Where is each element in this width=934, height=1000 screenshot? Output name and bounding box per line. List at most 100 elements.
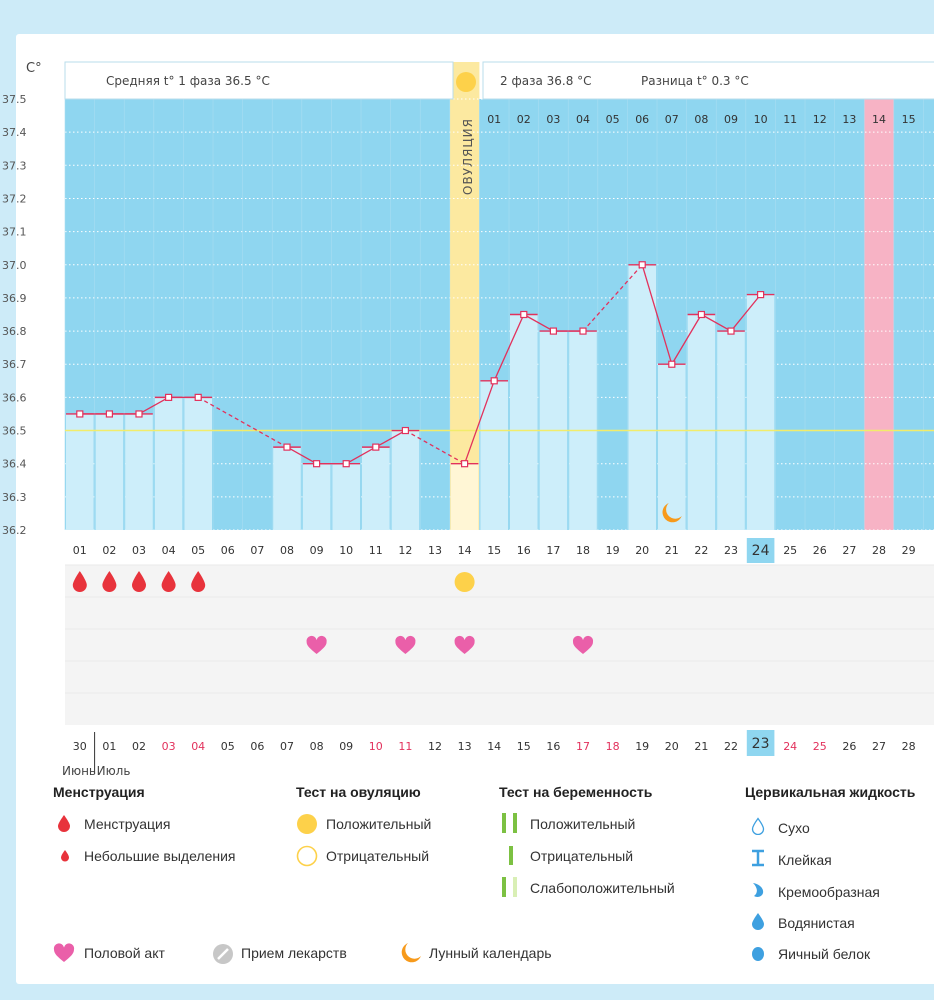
today-cycle-day-highlight <box>746 538 775 563</box>
legend-pregnancy-negative-label: Отрицательный <box>530 848 634 864</box>
cycle-day-label: 08 <box>280 544 294 557</box>
cycle-day-label: 13 <box>428 544 442 557</box>
temperature-point <box>135 410 143 418</box>
cycle-day-label: 24 <box>752 543 770 559</box>
post-ovulation-day-label: 10 <box>754 113 768 126</box>
temperature-bar <box>362 447 390 530</box>
post-ovulation-day-label: 11 <box>783 113 797 126</box>
date-label: 25 <box>813 740 827 753</box>
phase2-average: 2 фаза 36.8 °C <box>500 74 592 88</box>
cycle-day-label: 22 <box>694 544 708 557</box>
date-label: 08 <box>310 740 324 753</box>
date-label: 22 <box>724 740 738 753</box>
date-label: 05 <box>221 740 235 753</box>
legend-sticky-label: Клейкая <box>778 852 832 868</box>
legend-dry-label: Сухо <box>778 820 810 836</box>
y-tick-label: 37.5 <box>2 93 27 106</box>
date-label: 21 <box>694 740 708 753</box>
legend-egg-white-label: Яичный белок <box>778 946 871 962</box>
y-tick-label: 36.7 <box>2 358 27 371</box>
temperature-bar <box>450 463 479 530</box>
moon-icon <box>662 503 682 523</box>
phase-header-left <box>64 61 454 100</box>
cycle-day-label: 01 <box>73 544 87 557</box>
temperature-segment <box>523 313 554 332</box>
legend-medication-label: Прием лекарств <box>241 945 347 961</box>
temperature-segment <box>493 314 525 382</box>
temperature-point <box>668 360 676 368</box>
pill-icon <box>213 944 233 964</box>
cycle-day-label: 09 <box>310 544 324 557</box>
legend-pregnancy-positive-label: Положительный <box>530 816 636 832</box>
temperature-segment <box>671 314 702 365</box>
cycle-day-label: 21 <box>665 544 679 557</box>
temperature-bar <box>66 413 94 530</box>
cycle-day-label: 11 <box>369 544 383 557</box>
post-ovulation-day-label: 13 <box>842 113 856 126</box>
cycle-day-label: 14 <box>458 544 472 557</box>
cycle-day-label: 05 <box>191 544 205 557</box>
cycle-day-label: 18 <box>576 544 590 557</box>
legend-intercourse-label: Половой акт <box>84 945 165 961</box>
cycle-day-label: 12 <box>398 544 412 557</box>
phase-header-right <box>482 61 934 100</box>
positive-ovulation-test-icon <box>297 814 317 834</box>
heart-icon <box>454 635 475 654</box>
legend-ovulation-negative-label: Отрицательный <box>326 848 430 864</box>
post-ovulation-day-label: 05 <box>606 113 620 126</box>
menstruation-drop-icon <box>132 571 146 592</box>
heart-icon <box>53 943 75 962</box>
date-label: 04 <box>191 740 205 753</box>
cycle-day-label: 06 <box>221 544 235 557</box>
date-label: 15 <box>517 740 531 753</box>
temperature-point <box>76 410 84 418</box>
cycle-day-label: 25 <box>783 544 797 557</box>
post-ovulation-day-label: 15 <box>902 113 916 126</box>
date-label: 01 <box>102 740 116 753</box>
y-tick-label: 36.2 <box>2 524 27 537</box>
post-ovulation-day-label: 06 <box>635 113 649 126</box>
temperature-segment <box>405 429 465 465</box>
egg-white-icon <box>752 947 764 961</box>
events-area <box>65 565 934 725</box>
temperature-segment <box>345 446 377 465</box>
temperature-segment <box>641 264 673 365</box>
ovulation-sun-icon <box>456 72 476 92</box>
negative-ovulation-test-icon <box>296 845 318 867</box>
temperature-segment <box>463 380 495 464</box>
cycle-day-label: 17 <box>546 544 560 557</box>
temperature-bar <box>302 463 331 530</box>
menstruation-drop-icon <box>191 571 206 593</box>
temperature-point <box>520 310 528 319</box>
temperature-bar <box>95 413 124 530</box>
temperature-point <box>313 460 321 468</box>
cycle-day-label: 26 <box>813 544 827 557</box>
y-tick-label: 36.4 <box>2 458 27 471</box>
legend-watery-label: Водянистая <box>778 915 855 931</box>
temperature-bar <box>125 413 153 530</box>
date-label: 28 <box>902 740 916 753</box>
y-tick-label: 36.6 <box>2 391 27 404</box>
legend-ovulation-positive-label: Положительный <box>326 816 432 832</box>
temperature-point <box>490 377 498 385</box>
ovulation-test-positive-icon <box>454 572 475 592</box>
temperature-bar <box>628 264 656 530</box>
date-label: 24 <box>783 740 797 753</box>
highlight-day-column <box>864 99 894 530</box>
y-tick-label: 36.5 <box>2 425 27 438</box>
date-label: 30 <box>73 740 87 753</box>
temperature-point <box>549 327 558 335</box>
cycle-day-label: 02 <box>102 544 116 557</box>
temperature-point <box>638 261 646 269</box>
ovulation-column <box>449 62 480 530</box>
legend-ovulation-test-title: Тест на овуляцию <box>296 784 421 800</box>
legend-lunar-label: Лунный календарь <box>429 945 552 961</box>
temperature-bar <box>391 430 420 530</box>
cycle-day-label: 28 <box>872 544 886 557</box>
weak-positive-pregnancy-test-icon <box>502 877 517 897</box>
dry-drop-outline-icon <box>751 817 765 835</box>
temperature-bar <box>273 447 301 530</box>
temperature-point <box>165 393 173 401</box>
today-date-highlight <box>746 730 775 756</box>
